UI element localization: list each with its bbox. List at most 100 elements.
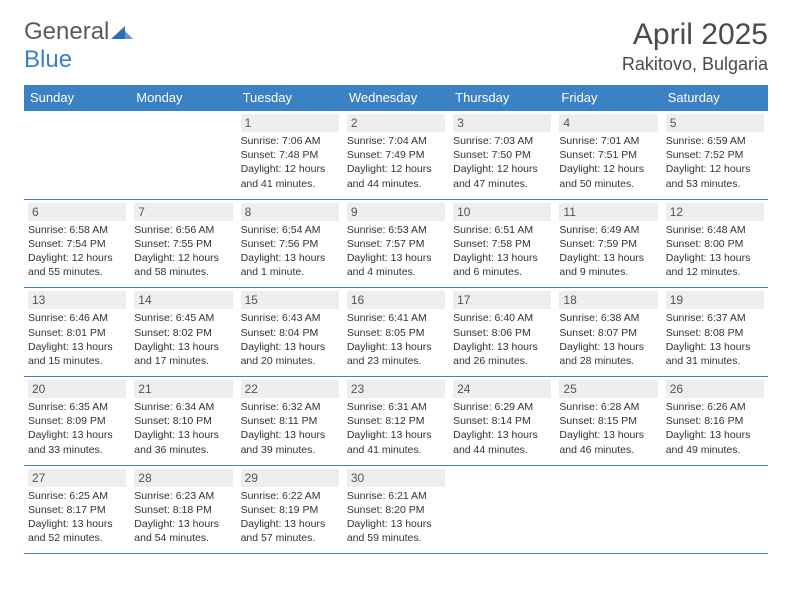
day-info: Sunrise: 6:54 AMSunset: 7:56 PMDaylight:… <box>241 223 339 280</box>
calendar-row: 27 Sunrise: 6:25 AMSunset: 8:17 PMDayligh… <box>24 465 768 554</box>
day-number: 29 <box>241 469 339 487</box>
calendar-cell: 12Sunrise: 6:48 AMSunset: 8:00 PMDayligh… <box>662 199 768 288</box>
day-number: 26 <box>666 380 764 398</box>
calendar-cell: 25 Sunrise: 6:28 AMSunset: 8:15 PMDayligh… <box>555 377 661 466</box>
day-number: 18 <box>559 291 657 309</box>
day-number: 24 <box>453 380 551 398</box>
day-info: Sunrise: 6:37 AMSunset: 8:08 PMDaylight:… <box>666 311 764 368</box>
weekday-header: Monday <box>130 85 236 111</box>
day-info: Sunrise: 6:51 AMSunset: 7:58 PMDaylight:… <box>453 223 551 280</box>
calendar-cell: 17Sunrise: 6:40 AMSunset: 8:06 PMDayligh… <box>449 288 555 377</box>
day-info: Sunrise: 6:43 AMSunset: 8:04 PMDaylight:… <box>241 311 339 368</box>
calendar-cell: 8Sunrise: 6:54 AMSunset: 7:56 PMDaylight… <box>237 199 343 288</box>
day-number: 10 <box>453 203 551 221</box>
day-info: Sunrise: 6:58 AMSunset: 7:54 PMDaylight:… <box>28 223 126 280</box>
day-number: 5 <box>666 114 764 132</box>
weekday-header: Wednesday <box>343 85 449 111</box>
day-number: 17 <box>453 291 551 309</box>
calendar-cell <box>449 465 555 554</box>
day-number: 20 <box>28 380 126 398</box>
month-title: April 2025 <box>622 18 768 52</box>
calendar-cell: 24 Sunrise: 6:29 AMSunset: 8:14 PMDayligh… <box>449 377 555 466</box>
day-info: Sunrise: 7:04 AMSunset: 7:49 PMDaylight:… <box>347 134 445 191</box>
day-info: Sunrise: 6:28 AMSunset: 8:15 PMDaylight:… <box>559 400 657 457</box>
calendar-row: 13 Sunrise: 6:46 AMSunset: 8:01 PMDayligh… <box>24 288 768 377</box>
calendar-cell: 11 Sunrise: 6:49 AMSunset: 7:59 PMDayligh… <box>555 199 661 288</box>
weekday-header-row: SundayMondayTuesdayWednesdayThursdayFrid… <box>24 85 768 111</box>
day-number: 3 <box>453 114 551 132</box>
day-number: 13 <box>28 291 126 309</box>
day-info: Sunrise: 6:46 AMSunset: 8:01 PMDaylight:… <box>28 311 126 368</box>
day-info: Sunrise: 6:45 AMSunset: 8:02 PMDaylight:… <box>134 311 232 368</box>
calendar-cell: 26 Sunrise: 6:26 AMSunset: 8:16 PMDayligh… <box>662 377 768 466</box>
location: Rakitovo, Bulgaria <box>622 54 768 75</box>
calendar-cell: 16 Sunrise: 6:41 AMSunset: 8:05 PMDayligh… <box>343 288 449 377</box>
day-number: 25 <box>559 380 657 398</box>
calendar-cell: 1Sunrise: 7:06 AMSunset: 7:48 PMDaylight… <box>237 111 343 200</box>
calendar-cell <box>555 465 661 554</box>
calendar-cell: 20Sunrise: 6:35 AMSunset: 8:09 PMDayligh… <box>24 377 130 466</box>
day-number: 7 <box>134 203 232 221</box>
day-info: Sunrise: 6:34 AMSunset: 8:10 PMDaylight:… <box>134 400 232 457</box>
weekday-header: Saturday <box>662 85 768 111</box>
calendar-cell: 28Sunrise: 6:23 AMSunset: 8:18 PMDayligh… <box>130 465 236 554</box>
weekday-header: Sunday <box>24 85 130 111</box>
calendar-cell: 9Sunrise: 6:53 AMSunset: 7:57 PMDaylight… <box>343 199 449 288</box>
day-info: Sunrise: 6:32 AMSunset: 8:11 PMDaylight:… <box>241 400 339 457</box>
day-info: Sunrise: 7:01 AMSunset: 7:51 PMDaylight:… <box>559 134 657 191</box>
calendar-cell: 10 Sunrise: 6:51 AMSunset: 7:58 PMDayligh… <box>449 199 555 288</box>
day-info: Sunrise: 6:25 AMSunset: 8:17 PMDaylight:… <box>28 489 126 546</box>
calendar-cell <box>24 111 130 200</box>
day-number: 12 <box>666 203 764 221</box>
day-number: 16 <box>347 291 445 309</box>
calendar-cell: 13 Sunrise: 6:46 AMSunset: 8:01 PMDayligh… <box>24 288 130 377</box>
day-number: 6 <box>28 203 126 221</box>
day-info: Sunrise: 6:31 AMSunset: 8:12 PMDaylight:… <box>347 400 445 457</box>
title-block: April 2025 Rakitovo, Bulgaria <box>622 18 768 75</box>
calendar-row: 20Sunrise: 6:35 AMSunset: 8:09 PMDayligh… <box>24 377 768 466</box>
day-number: 4 <box>559 114 657 132</box>
day-number: 1 <box>241 114 339 132</box>
calendar-cell <box>662 465 768 554</box>
day-info: Sunrise: 6:49 AMSunset: 7:59 PMDaylight:… <box>559 223 657 280</box>
calendar-cell: 21Sunrise: 6:34 AMSunset: 8:10 PMDayligh… <box>130 377 236 466</box>
day-number: 22 <box>241 380 339 398</box>
calendar-cell: 15Sunrise: 6:43 AMSunset: 8:04 PMDayligh… <box>237 288 343 377</box>
day-info: Sunrise: 6:21 AMSunset: 8:20 PMDaylight:… <box>347 489 445 546</box>
calendar-cell: 7Sunrise: 6:56 AMSunset: 7:55 PMDaylight… <box>130 199 236 288</box>
calendar-cell: 23 Sunrise: 6:31 AMSunset: 8:12 PMDayligh… <box>343 377 449 466</box>
logo: General <box>24 18 135 46</box>
calendar-cell: 2 Sunrise: 7:04 AMSunset: 7:49 PMDaylight… <box>343 111 449 200</box>
day-number: 19 <box>666 291 764 309</box>
weekday-header: Tuesday <box>237 85 343 111</box>
day-info: Sunrise: 6:29 AMSunset: 8:14 PMDaylight:… <box>453 400 551 457</box>
logo-text-general: General <box>24 18 109 46</box>
logo-triangle-icon <box>111 18 133 46</box>
weekday-header: Friday <box>555 85 661 111</box>
calendar-cell: 14 Sunrise: 6:45 AMSunset: 8:02 PMDayligh… <box>130 288 236 377</box>
day-number: 27 <box>28 469 126 487</box>
day-number: 28 <box>134 469 232 487</box>
calendar-cell: 29Sunrise: 6:22 AMSunset: 8:19 PMDayligh… <box>237 465 343 554</box>
day-number: 2 <box>347 114 445 132</box>
day-info: Sunrise: 7:03 AMSunset: 7:50 PMDaylight:… <box>453 134 551 191</box>
calendar-cell: 4 Sunrise: 7:01 AMSunset: 7:51 PMDaylight… <box>555 111 661 200</box>
calendar-row: 6 Sunrise: 6:58 AMSunset: 7:54 PMDaylight… <box>24 199 768 288</box>
weekday-header: Thursday <box>449 85 555 111</box>
calendar-cell: 5 Sunrise: 6:59 AMSunset: 7:52 PMDaylight… <box>662 111 768 200</box>
calendar-body: 1Sunrise: 7:06 AMSunset: 7:48 PMDaylight… <box>24 111 768 554</box>
logo-text-blue: Blue <box>24 46 72 74</box>
day-number: 11 <box>559 203 657 221</box>
calendar-cell <box>130 111 236 200</box>
day-info: Sunrise: 6:26 AMSunset: 8:16 PMDaylight:… <box>666 400 764 457</box>
day-info: Sunrise: 6:59 AMSunset: 7:52 PMDaylight:… <box>666 134 764 191</box>
calendar-cell: 19 Sunrise: 6:37 AMSunset: 8:08 PMDayligh… <box>662 288 768 377</box>
day-number: 23 <box>347 380 445 398</box>
calendar-cell: 27 Sunrise: 6:25 AMSunset: 8:17 PMDayligh… <box>24 465 130 554</box>
calendar-cell: 6 Sunrise: 6:58 AMSunset: 7:54 PMDaylight… <box>24 199 130 288</box>
calendar-cell: 30 Sunrise: 6:21 AMSunset: 8:20 PMDayligh… <box>343 465 449 554</box>
day-number: 14 <box>134 291 232 309</box>
day-number: 30 <box>347 469 445 487</box>
day-number: 9 <box>347 203 445 221</box>
day-info: Sunrise: 6:41 AMSunset: 8:05 PMDaylight:… <box>347 311 445 368</box>
